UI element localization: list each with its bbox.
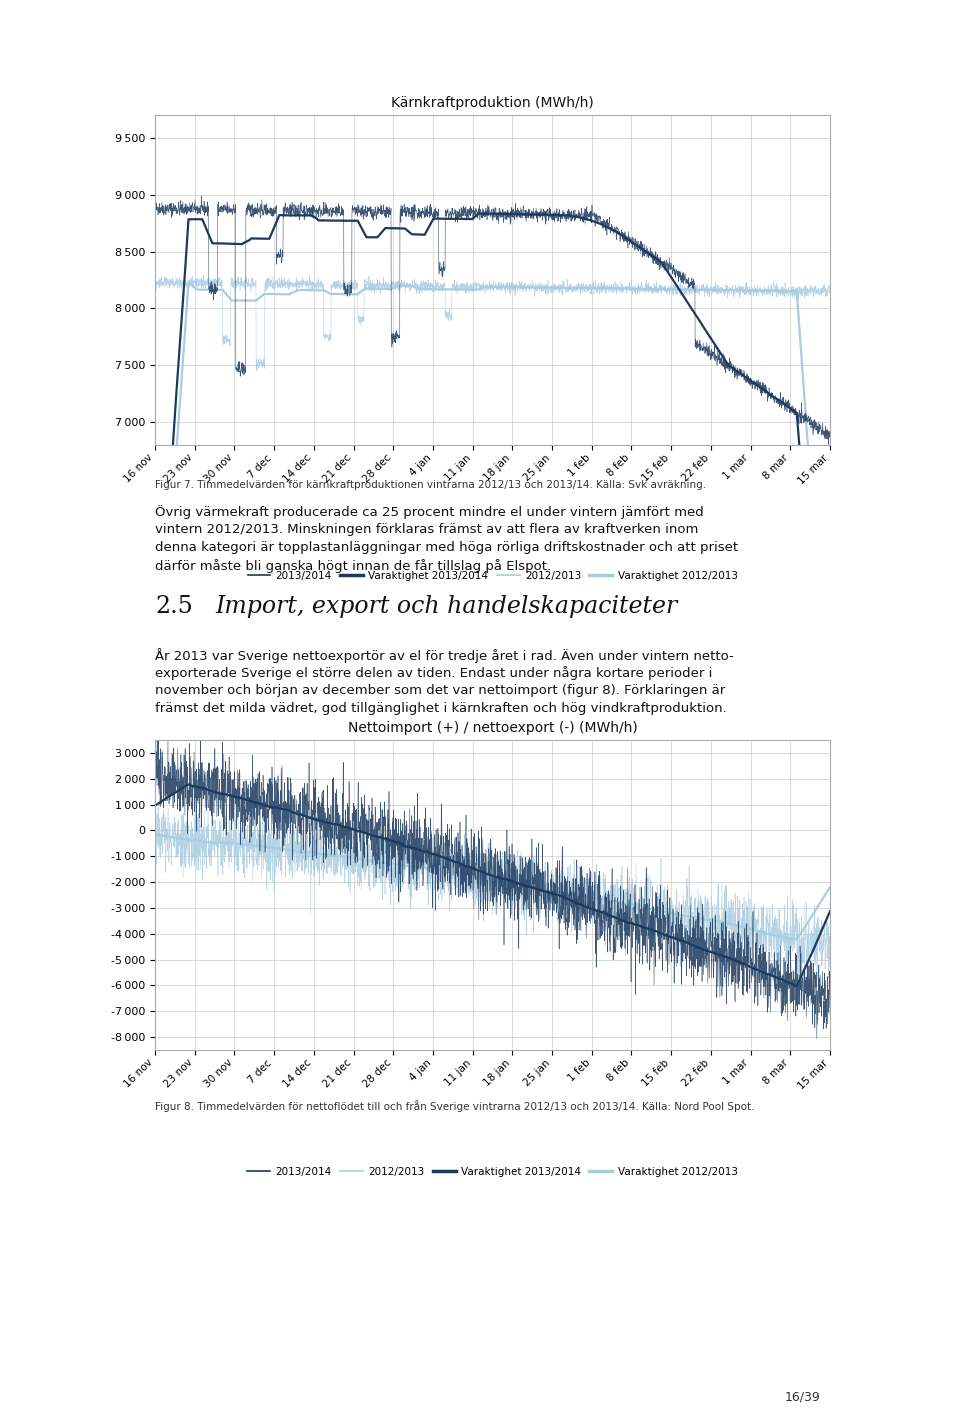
Text: 2.5: 2.5 [155, 595, 193, 618]
Text: exporterade Sverige el större delen av tiden. Endast under några kortare periode: exporterade Sverige el större delen av t… [155, 666, 712, 680]
Text: denna kategori är topplastanläggningar med höga rörliga driftskostnader och att : denna kategori är topplastanläggningar m… [155, 541, 738, 554]
Text: Import, export och handelskapaciteter: Import, export och handelskapaciteter [215, 595, 677, 618]
Text: Övrig värmekraft producerade ca 25 procent mindre el under vintern jämfört med: Övrig värmekraft producerade ca 25 proce… [155, 504, 704, 519]
Text: vintern 2012/2013. Minskningen förklaras främst av att flera av kraftverken inom: vintern 2012/2013. Minskningen förklaras… [155, 523, 698, 536]
Text: därför måste bli ganska högt innan de får tillslag på Elspot.: därför måste bli ganska högt innan de få… [155, 558, 551, 572]
Text: 16/39: 16/39 [784, 1390, 820, 1403]
Legend: 2013/2014, 2012/2013, Varaktighet 2013/2014, Varaktighet 2012/2013: 2013/2014, 2012/2013, Varaktighet 2013/2… [243, 1163, 742, 1182]
Text: främst det milda vädret, god tillgänglighet i kärnkraften och hög vindkraftprodu: främst det milda vädret, god tillgänglig… [155, 701, 727, 716]
Legend: 2013/2014, Varaktighet 2013/2014, 2012/2013, Varaktighet 2012/2013: 2013/2014, Varaktighet 2013/2014, 2012/2… [243, 567, 742, 585]
Text: november och början av december som det var nettoimport (figur 8). Förklaringen : november och början av december som det … [155, 684, 725, 697]
Text: Figur 7. Timmedelvärden för kärnkraftproduktionen vintrarna 2012/13 och 2013/14.: Figur 7. Timmedelvärden för kärnkraftpro… [155, 480, 707, 490]
Title: Kärnkraftproduktion (MWh/h): Kärnkraftproduktion (MWh/h) [391, 96, 594, 109]
Title: Nettoimport (+) / nettoexport (-) (MWh/h): Nettoimport (+) / nettoexport (-) (MWh/h… [348, 721, 637, 734]
Text: År 2013 var Sverige nettoexportör av el för tredje året i rad. Även under vinter: År 2013 var Sverige nettoexportör av el … [155, 648, 733, 663]
Text: Figur 8. Timmedelvärden för nettoflödet till och från Sverige vintrarna 2012/13 : Figur 8. Timmedelvärden för nettoflödet … [155, 1100, 755, 1112]
